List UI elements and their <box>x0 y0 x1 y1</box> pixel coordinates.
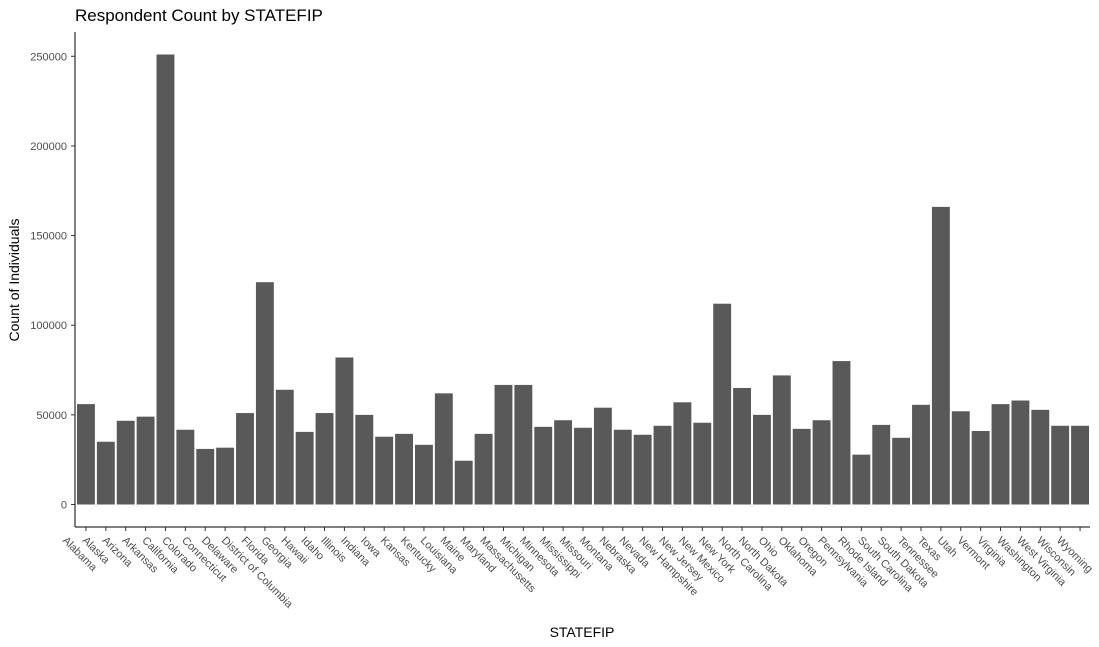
bar <box>832 361 851 505</box>
bar <box>236 413 254 505</box>
y-tick-label: 0 <box>61 500 67 512</box>
bar <box>395 433 414 505</box>
y-tick-label: 250000 <box>30 51 67 63</box>
bar <box>693 422 712 505</box>
bar <box>613 429 632 505</box>
bar <box>474 433 493 505</box>
bar <box>852 454 871 505</box>
y-tick-label: 50000 <box>36 410 67 422</box>
bar <box>673 402 692 505</box>
bar <box>892 437 911 505</box>
bar <box>355 414 374 505</box>
bar <box>772 375 791 505</box>
bar <box>554 420 573 505</box>
bar <box>156 54 175 505</box>
chart-title: Respondent Count by STATEFIP <box>75 6 323 25</box>
bar <box>494 384 513 505</box>
bar <box>912 404 930 505</box>
bar <box>812 420 831 505</box>
bar <box>752 414 771 505</box>
bar <box>295 431 314 505</box>
bar <box>593 407 612 505</box>
bar <box>76 404 95 505</box>
bar <box>116 420 135 505</box>
bar <box>454 460 473 505</box>
x-axis-title: STATEFIP <box>550 624 615 640</box>
bar <box>951 411 970 505</box>
bar <box>792 428 811 505</box>
bar <box>931 206 950 505</box>
bar <box>514 384 533 505</box>
bar <box>971 430 990 505</box>
bar <box>136 416 155 505</box>
y-tick-label: 200000 <box>30 141 67 153</box>
bar <box>434 393 453 505</box>
bar <box>653 425 672 505</box>
bar <box>255 282 274 505</box>
y-tick-label: 100000 <box>30 320 67 332</box>
bar <box>1051 425 1070 505</box>
bar <box>713 303 732 505</box>
bar <box>733 387 752 505</box>
bar <box>872 424 891 505</box>
bar <box>176 429 195 505</box>
y-axis-title: Count of Individuals <box>6 219 22 342</box>
bar <box>196 448 215 505</box>
bar <box>1071 425 1090 505</box>
bar <box>574 427 592 505</box>
bar <box>216 447 235 505</box>
bar <box>1011 400 1030 505</box>
bar <box>96 441 115 505</box>
bar <box>315 413 334 505</box>
bar <box>633 434 652 505</box>
bar <box>335 357 354 505</box>
bar <box>414 444 433 505</box>
bar <box>275 389 294 505</box>
bar <box>375 436 394 505</box>
y-tick-label: 150000 <box>30 231 67 243</box>
bar <box>1031 409 1050 505</box>
bar <box>991 404 1010 505</box>
bar <box>534 426 553 505</box>
